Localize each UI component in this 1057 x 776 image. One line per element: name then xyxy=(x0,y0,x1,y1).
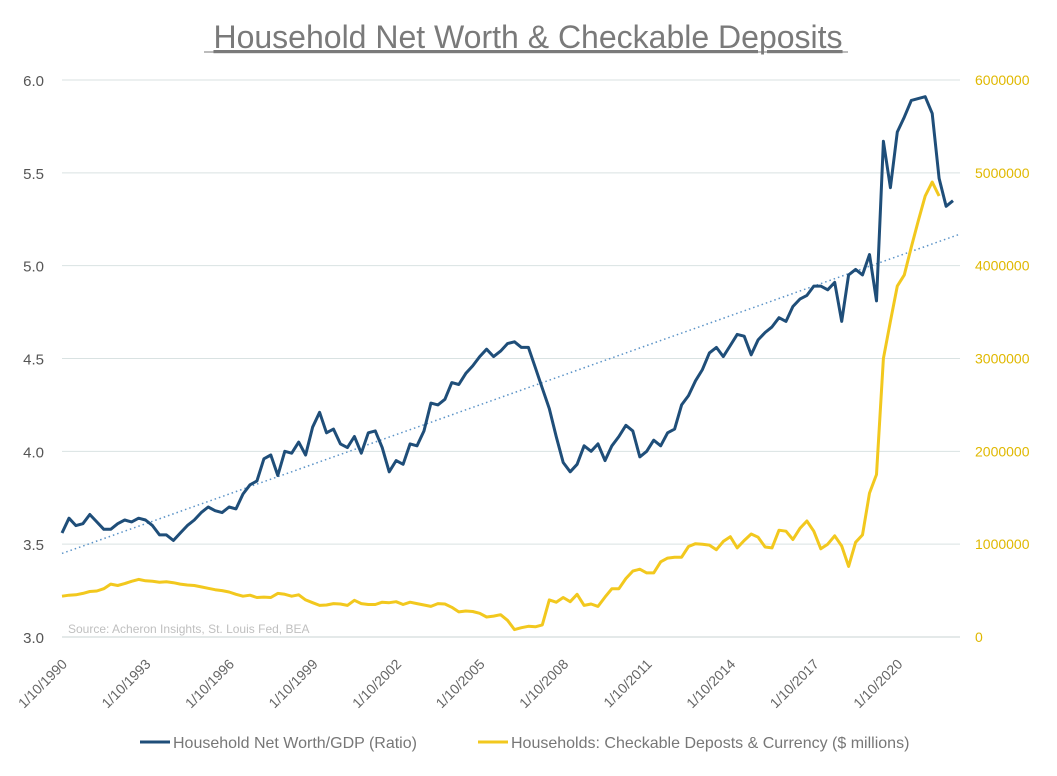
x-tick-label: 1/10/2002 xyxy=(349,656,405,712)
x-tick-label: 1/10/2008 xyxy=(516,656,572,712)
x-tick-label: 1/10/2005 xyxy=(432,656,488,712)
x-tick-label: 1/10/2017 xyxy=(767,656,823,712)
y-right-tick-label: 2000000 xyxy=(975,443,1030,459)
chart-title: Household Net Worth & Checkable Deposits xyxy=(213,19,842,55)
y-left-tick-label: 4.0 xyxy=(23,444,44,461)
series-line-net-worth xyxy=(60,95,954,542)
legend: Household Net Worth/GDP (Ratio) Househol… xyxy=(140,735,909,752)
trendline xyxy=(61,233,961,555)
right-axis: 0 1000000 2000000 3000000 4000000 5000000 6000… xyxy=(975,72,1030,645)
y-left-tick-label: 5.0 xyxy=(23,259,44,276)
source-note: Source: Acheron Insights, St. Louis Fed,… xyxy=(68,622,309,636)
x-axis: 1/10/1990 1/10/1993 1/10/1996 1/10/1999 1/10… xyxy=(15,656,906,712)
y-left-tick-label: 5.5 xyxy=(23,166,44,183)
x-tick-label: 1/10/1999 xyxy=(265,656,321,712)
series-lines xyxy=(60,95,961,632)
left-axis: 3.0 3.5 4.0 4.5 5.0 5.5 6.0 xyxy=(23,73,44,647)
gridlines xyxy=(62,79,960,638)
y-left-tick-label: 3.5 xyxy=(23,537,44,554)
y-right-tick-label: 6000000 xyxy=(975,72,1030,88)
y-right-tick-label: 1000000 xyxy=(975,536,1030,552)
series-line-deposits xyxy=(61,180,941,632)
legend-label-deposits: Households: Checkable Deposts & Currency… xyxy=(511,735,909,752)
y-left-tick-label: 3.0 xyxy=(23,630,44,647)
y-right-tick-label: 0 xyxy=(975,629,983,645)
x-tick-label: 1/10/1990 xyxy=(15,656,71,712)
x-tick-label: 1/10/2011 xyxy=(600,656,655,711)
y-left-tick-label: 6.0 xyxy=(23,73,44,90)
x-tick-label: 1/10/2014 xyxy=(683,656,739,712)
y-left-tick-label: 4.5 xyxy=(23,352,44,369)
x-tick-label: 1/10/1993 xyxy=(98,656,154,712)
y-right-tick-label: 5000000 xyxy=(975,165,1030,181)
legend-label-net-worth: Household Net Worth/GDP (Ratio) xyxy=(173,735,417,752)
y-right-tick-label: 3000000 xyxy=(975,351,1030,367)
x-tick-label: 1/10/1996 xyxy=(182,656,238,712)
x-tick-label: 1/10/2020 xyxy=(850,656,906,712)
y-right-tick-label: 4000000 xyxy=(975,258,1030,274)
